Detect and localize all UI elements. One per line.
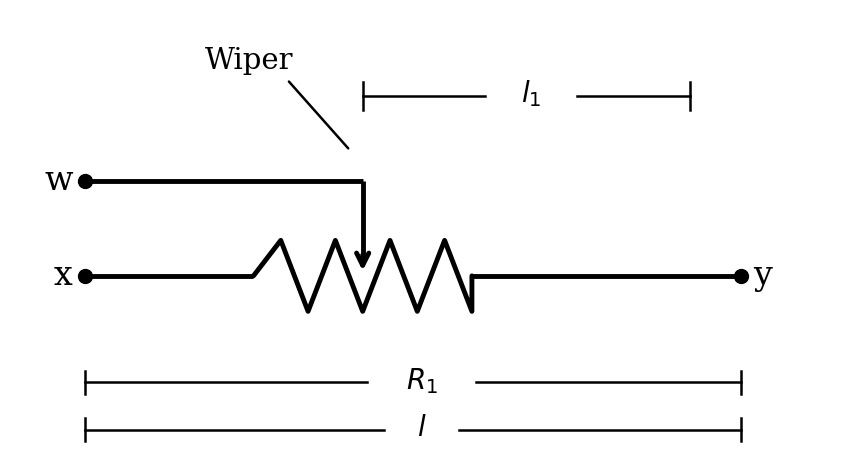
Text: $R_1$: $R_1$ bbox=[405, 366, 438, 396]
Text: y: y bbox=[754, 260, 772, 292]
Text: Wiper: Wiper bbox=[205, 47, 293, 75]
Text: x: x bbox=[54, 260, 72, 292]
Text: $l_1$: $l_1$ bbox=[521, 78, 541, 109]
Text: w: w bbox=[44, 165, 72, 197]
Text: $l$: $l$ bbox=[416, 415, 427, 442]
